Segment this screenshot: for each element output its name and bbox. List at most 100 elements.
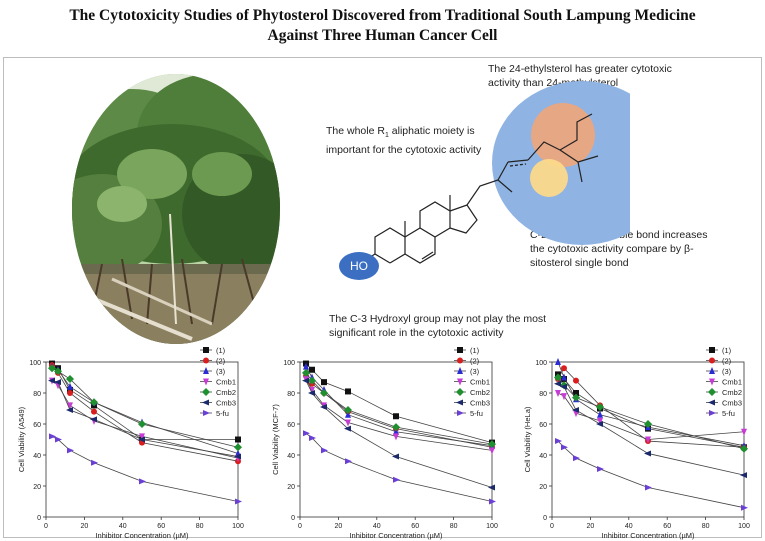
y-tick-label: 20: [287, 484, 295, 491]
y-tick-label: 80: [539, 391, 547, 398]
abstract-panel: [3, 57, 762, 538]
chart-a549-svg: 0 20 40 60 80 100 0 20 40 60 80 100 Inhibitor Concen…: [17, 346, 244, 540]
data-point: [54, 367, 62, 376]
series-line-5: [305, 372, 493, 445]
x-tick-label: 80: [702, 523, 710, 530]
series-line-5: [51, 367, 239, 448]
data-point: [488, 484, 495, 491]
data-point: [597, 465, 604, 472]
data-point: [555, 438, 562, 445]
data-point: [235, 436, 241, 443]
data-point: [596, 402, 604, 411]
data-point: [309, 366, 315, 373]
data-point: [90, 398, 98, 407]
page-title: The Cytotoxicity Studies of Phytosterol …: [0, 6, 765, 46]
legend-marker: [457, 367, 463, 374]
legend-label: Cmb3: [216, 399, 236, 408]
legend-label: (2): [722, 357, 732, 366]
data-point: [554, 373, 562, 382]
legend-marker: [709, 410, 716, 416]
legend-label: Cmb2: [216, 388, 236, 397]
x-tick-label: 100: [738, 523, 750, 530]
data-point: [321, 379, 327, 386]
y-tick-label: 20: [539, 484, 547, 491]
data-point: [303, 430, 310, 437]
data-point: [644, 450, 651, 457]
data-point: [139, 478, 146, 485]
ho-label: HO: [350, 259, 368, 273]
y-axis-label: Cell Viability (A549): [17, 406, 26, 472]
legend-marker: [202, 399, 209, 406]
data-point: [235, 498, 242, 505]
data-point: [554, 380, 561, 387]
legend-label: Cmb2: [722, 388, 742, 397]
y-tick-label: 60: [33, 422, 41, 429]
y-tick-label: 60: [539, 422, 547, 429]
y-tick-label: 100: [535, 360, 547, 367]
data-point: [308, 376, 316, 385]
data-point: [67, 447, 74, 454]
annotation-r1-pre: The whole R: [326, 125, 385, 137]
data-point: [393, 427, 399, 435]
legend-label: (1): [722, 346, 732, 355]
y-tick-label: 20: [33, 484, 41, 491]
mangrove-photo: [72, 74, 280, 344]
data-point: [234, 443, 242, 452]
legend-label: (2): [216, 357, 226, 366]
data-point: [138, 420, 146, 428]
data-point: [555, 390, 561, 397]
data-point: [555, 358, 561, 365]
data-point: [345, 410, 351, 418]
x-tick-label: 60: [157, 523, 165, 530]
legend-label: (2): [470, 357, 480, 366]
data-point: [741, 428, 747, 436]
y-tick-label: 0: [291, 515, 295, 522]
title-line-1: The Cytotoxicity Studies of Phytosterol …: [69, 7, 696, 24]
series-line-2: [557, 367, 745, 448]
y-tick-label: 80: [287, 391, 295, 398]
x-tick-label: 20: [335, 523, 343, 530]
x-axis-label: Inhibitor Concentration (µM): [349, 531, 443, 540]
x-tick-label: 0: [550, 523, 554, 530]
data-point: [309, 386, 315, 394]
legend-marker: [457, 378, 463, 386]
y-tick-label: 0: [543, 515, 547, 522]
y-axis-label: Cell Viability (HeLa): [523, 406, 532, 472]
data-point: [561, 373, 567, 381]
data-point: [573, 390, 579, 396]
series-line-1: [557, 374, 745, 448]
series-line-1: [51, 363, 238, 440]
x-tick-label: 60: [411, 523, 419, 530]
data-point: [488, 440, 496, 449]
legend-marker: [457, 347, 463, 353]
y-tick-label: 0: [37, 515, 41, 522]
hydroxyl-highlight: [339, 252, 379, 280]
yellow-highlight: [530, 159, 568, 197]
data-point: [561, 444, 568, 451]
legend-label: 5-fu: [722, 409, 735, 418]
series-line-1: [305, 363, 493, 443]
data-point: [138, 436, 145, 443]
legend-marker: [203, 367, 209, 374]
legend-marker: [709, 347, 715, 353]
data-point: [302, 377, 309, 384]
data-point: [597, 410, 603, 418]
legend-marker: [203, 410, 210, 416]
data-point: [54, 379, 61, 386]
data-point: [48, 377, 55, 384]
data-point: [67, 382, 73, 390]
data-point: [393, 476, 400, 483]
legend-marker: [203, 357, 209, 364]
data-point: [644, 420, 652, 428]
y-tick-label: 40: [33, 453, 41, 460]
legend-marker: [708, 399, 715, 406]
series-line-6: [305, 380, 493, 488]
data-point: [90, 416, 97, 423]
data-point: [345, 388, 351, 395]
data-point: [573, 377, 579, 384]
data-point: [67, 390, 73, 396]
data-point: [572, 393, 580, 402]
series-line-7: [51, 436, 239, 502]
chart-hela: 0 20 40 60 80 100 0 20 40 60 80 100 Inhibitor Concen…: [506, 340, 761, 540]
data-point: [344, 425, 351, 432]
